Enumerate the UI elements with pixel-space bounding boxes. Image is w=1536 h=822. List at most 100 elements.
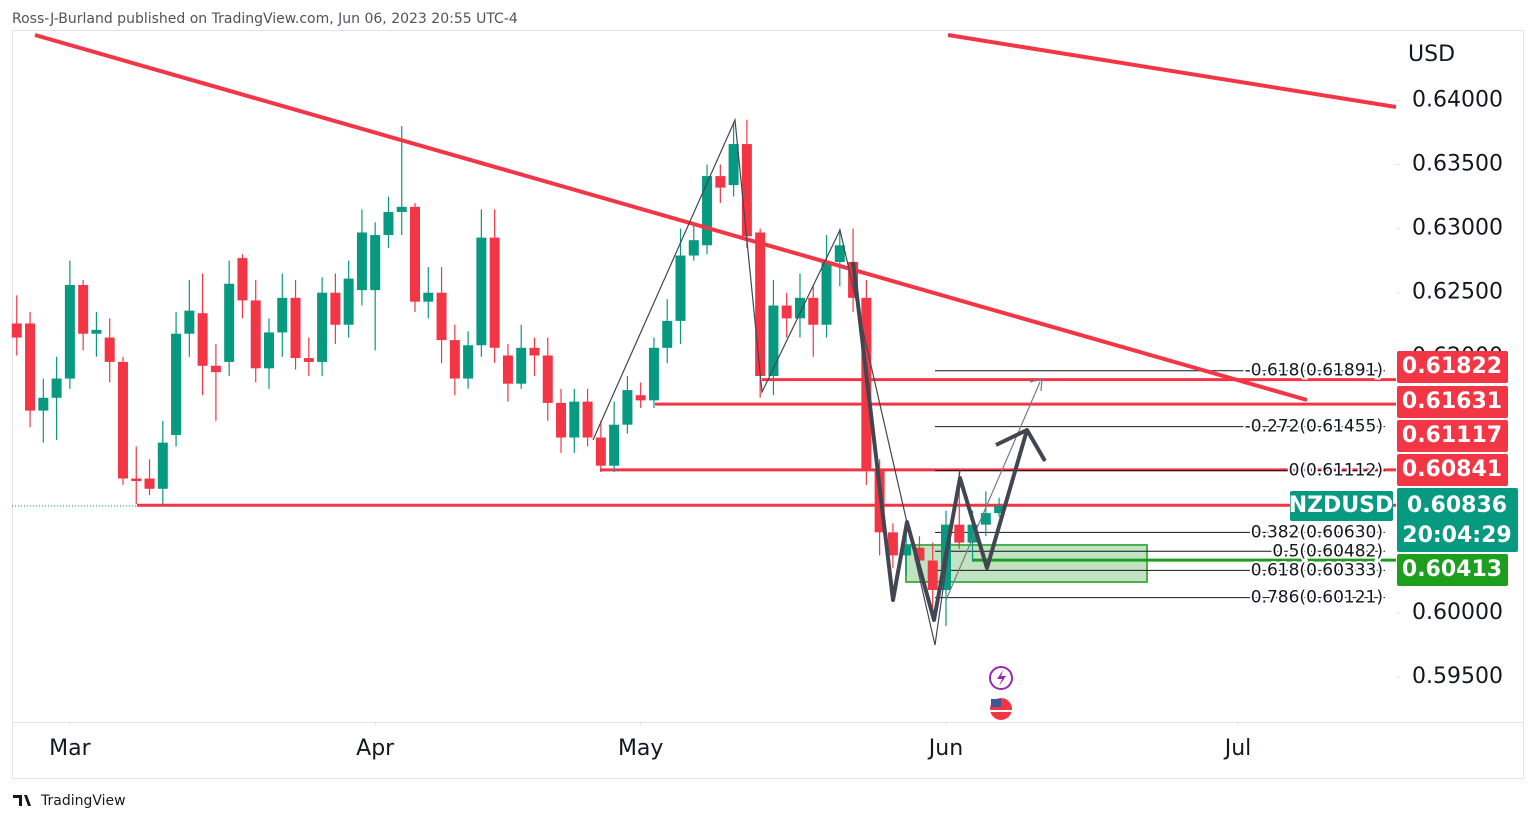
candle-body — [994, 505, 1005, 514]
candle-body — [662, 320, 673, 348]
zigzag-projection — [851, 261, 1047, 622]
price-badge — [1397, 351, 1508, 383]
price-badge-label: 0.61822 — [1402, 354, 1502, 379]
zigzag-arrow — [995, 428, 1028, 447]
candle-body — [144, 478, 155, 489]
candle-body — [768, 305, 779, 376]
x-tick-label: Apr — [356, 736, 395, 761]
axis-labels: 0.640000.635000.630000.625000.620000.600… — [49, 87, 1518, 761]
candle-body — [184, 310, 195, 334]
candle-body — [954, 524, 965, 543]
candle-body — [197, 313, 208, 366]
candle-body — [117, 361, 128, 479]
candle-body — [702, 176, 713, 246]
candle-body — [449, 340, 460, 379]
price-badge-label: 0.61117 — [1402, 423, 1502, 448]
candle-body — [794, 297, 805, 319]
candle-body — [78, 285, 89, 334]
candle-body — [516, 347, 527, 384]
candle-body — [210, 365, 221, 373]
candle-body — [11, 323, 22, 338]
projection-arrow — [945, 381, 1041, 601]
x-tick-label: Mar — [49, 736, 91, 761]
candle-body — [635, 395, 646, 401]
candle-body — [980, 513, 991, 525]
candle-body — [808, 297, 819, 325]
trendline — [947, 33, 1397, 109]
fib-label: 0.382(0.60630) — [1251, 522, 1383, 542]
candle-body — [277, 297, 288, 333]
price-badge — [1397, 420, 1508, 452]
price-badge — [1397, 386, 1508, 418]
plot: -0.618(0.61891) -0.272(0.61455) 0(0.61112)… — [11, 119, 1396, 626]
logo-mark — [13, 795, 31, 806]
pattern-line — [592, 117, 961, 646]
fib-label: 0(0.61112) — [1289, 461, 1383, 481]
candle-body — [303, 358, 314, 362]
candle-body — [436, 292, 447, 341]
symbol-badge — [1290, 491, 1393, 521]
candle-body — [622, 390, 633, 425]
candle-body — [290, 297, 301, 359]
candle-body — [317, 292, 328, 362]
candle-body — [343, 278, 354, 325]
candle-body — [755, 232, 766, 376]
candle-body — [171, 333, 182, 435]
candle-body — [476, 237, 487, 346]
candle-body — [569, 401, 580, 438]
fib-label: -0.618(0.61891) — [1245, 361, 1383, 381]
currency-label: USD — [1408, 42, 1455, 67]
candle-body — [502, 355, 513, 384]
fib-label: 0.5(0.60482) — [1272, 541, 1383, 561]
support-badge — [1397, 554, 1508, 586]
candle-body — [648, 347, 659, 401]
footer-logo: TradingView — [13, 793, 126, 809]
candle-body — [582, 401, 593, 438]
price-badge — [1397, 454, 1508, 486]
x-tick-label: May — [618, 736, 663, 761]
support-badge-label: 0.60413 — [1402, 557, 1502, 582]
candle-body — [38, 397, 49, 411]
candle-body — [157, 442, 168, 489]
candle-body — [781, 305, 792, 319]
candle-body — [237, 258, 248, 301]
last-price-label: 0.60836 — [1407, 493, 1507, 518]
candle-body — [410, 206, 421, 302]
candle-body — [675, 255, 686, 321]
y-tick-label: 0.64000 — [1412, 87, 1503, 112]
candle-body — [463, 345, 474, 379]
candle-body — [595, 437, 606, 466]
candle-body — [529, 347, 540, 356]
candle-body — [489, 237, 500, 348]
flag-canton — [991, 699, 1001, 707]
y-tick-label: 0.62500 — [1412, 280, 1503, 305]
candle-body — [914, 547, 925, 561]
y-tick-label: 0.63500 — [1412, 152, 1503, 177]
footer: TradingView — [40, 793, 126, 809]
candle-body — [715, 176, 726, 188]
y-tick-label: 0.59500 — [1412, 664, 1503, 689]
fib-label: 0.786(0.60121) — [1251, 588, 1383, 608]
y-tick-label: 0.60000 — [1412, 600, 1503, 625]
candle-body — [356, 232, 367, 291]
header: Ross-J-Burland published on TradingView.… — [12, 11, 518, 27]
x-tick-label: Jun — [927, 736, 963, 761]
candle-body — [887, 532, 898, 556]
fib-label: 0.618(0.60333) — [1251, 560, 1383, 580]
candle-body — [927, 560, 938, 591]
x-tick-label: Jul — [1223, 736, 1252, 761]
candle-body — [51, 378, 62, 398]
candle-body — [834, 245, 845, 262]
symbol-label: NZDUSD — [1289, 493, 1394, 518]
candle-body — [848, 261, 859, 298]
lightning-icon — [997, 670, 1006, 686]
countdown: 20:04:29 — [1402, 523, 1511, 548]
candle-body — [263, 332, 274, 369]
trendline — [34, 33, 1308, 402]
chart-frame — [12, 30, 1524, 779]
candle-body — [370, 235, 381, 291]
candle-body — [423, 292, 434, 302]
arrow-head — [1029, 378, 1043, 392]
candle-body — [688, 240, 699, 256]
